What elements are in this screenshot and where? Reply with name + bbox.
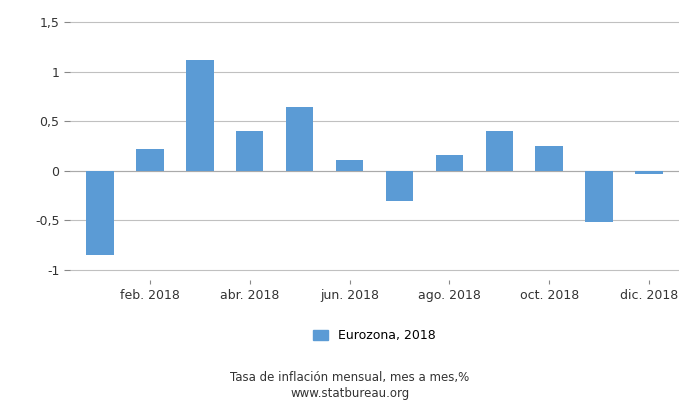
Bar xyxy=(386,171,413,200)
Text: www.statbureau.org: www.statbureau.org xyxy=(290,388,410,400)
Legend: Eurozona, 2018: Eurozona, 2018 xyxy=(313,329,436,342)
Bar xyxy=(636,171,663,174)
Bar xyxy=(585,171,613,222)
Bar xyxy=(186,60,214,171)
Bar xyxy=(536,146,563,171)
Bar xyxy=(336,160,363,171)
Bar xyxy=(435,155,463,171)
Bar xyxy=(286,107,314,171)
Bar xyxy=(86,171,113,255)
Bar xyxy=(236,131,263,171)
Bar xyxy=(486,131,513,171)
Text: Tasa de inflación mensual, mes a mes,%: Tasa de inflación mensual, mes a mes,% xyxy=(230,372,470,384)
Bar xyxy=(136,149,164,171)
